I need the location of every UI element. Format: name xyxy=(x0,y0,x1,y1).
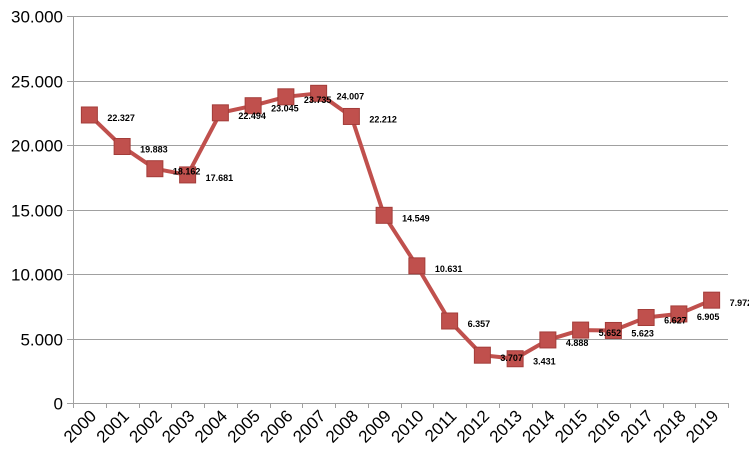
data-point-marker xyxy=(408,257,426,275)
data-label: 14.549 xyxy=(402,213,430,223)
x-tick-label: 2012 xyxy=(453,406,493,446)
data-point-marker xyxy=(211,104,229,122)
data-label: 3.707 xyxy=(500,353,523,363)
data-point-marker xyxy=(342,107,360,125)
x-tick-label: 2009 xyxy=(355,406,395,446)
series-line xyxy=(80,84,721,368)
data-point-marker xyxy=(539,331,557,349)
data-point-marker xyxy=(604,321,622,339)
y-tick-label: 20.000 xyxy=(11,137,63,156)
data-point-marker xyxy=(277,88,295,106)
data-label: 19.883 xyxy=(140,145,168,155)
data-label: 17.681 xyxy=(206,173,234,183)
x-tick-label: 2010 xyxy=(388,406,428,446)
data-point-marker xyxy=(670,305,688,323)
x-tick-label: 2002 xyxy=(126,406,166,446)
data-point-marker xyxy=(375,206,393,224)
data-point-marker xyxy=(473,346,491,364)
gridlines xyxy=(67,16,728,404)
data-label: 22.327 xyxy=(107,113,135,123)
data-label: 23.735 xyxy=(304,95,332,105)
data-point-marker xyxy=(572,321,590,339)
x-tick-label: 2017 xyxy=(617,406,657,446)
data-point-marker xyxy=(703,291,721,309)
data-label: 6.357 xyxy=(468,319,491,329)
y-tick-label: 25.000 xyxy=(11,73,63,92)
data-point-marker xyxy=(146,160,164,178)
x-tick-label: 2015 xyxy=(551,406,591,446)
x-tick-label: 2003 xyxy=(158,406,198,446)
data-point-marker xyxy=(179,166,197,184)
x-tick-label: 2018 xyxy=(650,406,690,446)
data-point-marker xyxy=(441,312,459,330)
data-label: 7.972 xyxy=(730,298,749,308)
x-tick-label: 2013 xyxy=(486,406,526,446)
data-label: 3.431 xyxy=(533,357,556,367)
data-label: 18.162 xyxy=(173,167,201,177)
data-label: 6.627 xyxy=(664,316,687,326)
data-label: 5.623 xyxy=(631,328,654,338)
x-tick-label: 2004 xyxy=(191,406,231,446)
series-line-path xyxy=(87,91,713,361)
data-point-marker xyxy=(506,350,524,368)
y-tick-label: 30.000 xyxy=(11,8,63,27)
data-label: 24.007 xyxy=(337,91,365,101)
data-label: 22.212 xyxy=(369,114,397,124)
x-tick-label: 2016 xyxy=(584,406,624,446)
data-labels: 22.327 19.883 18.162 17.681 22.494 23.045 23.7… xyxy=(107,91,749,366)
y-tick-label: 5.000 xyxy=(20,331,63,350)
x-tick-label: 2008 xyxy=(322,406,362,446)
x-tick-label: 2000 xyxy=(60,406,100,446)
data-label: 5.652 xyxy=(599,328,622,338)
data-label: 23.045 xyxy=(271,104,299,114)
y-axis: 0 5.000 10.000 15.000 20.000 25.000 30.000 xyxy=(11,8,74,414)
data-point-marker xyxy=(80,106,98,124)
x-axis: 2000200120022003200420052006200720082009… xyxy=(60,403,729,447)
x-tick-label: 2007 xyxy=(289,406,329,446)
x-tick-label: 2001 xyxy=(93,406,133,446)
data-label: 10.631 xyxy=(435,264,463,274)
y-tick-label: 10.000 xyxy=(11,266,63,285)
y-tick-label: 0 xyxy=(54,395,63,414)
x-tick-label: 2019 xyxy=(682,406,722,446)
x-tick-label: 2006 xyxy=(257,406,297,446)
data-point-marker xyxy=(244,97,262,115)
data-label: 6.905 xyxy=(697,312,720,322)
x-tick-label: 2014 xyxy=(519,406,559,446)
data-label: 4.888 xyxy=(566,338,589,348)
data-label: 22.494 xyxy=(238,111,266,121)
data-point-marker xyxy=(113,138,131,156)
y-tick-label: 15.000 xyxy=(11,202,63,221)
data-point-marker xyxy=(310,84,328,102)
x-tick-label: 2005 xyxy=(224,406,264,446)
data-point-marker xyxy=(637,309,655,327)
x-tick-label: 2011 xyxy=(421,406,460,445)
